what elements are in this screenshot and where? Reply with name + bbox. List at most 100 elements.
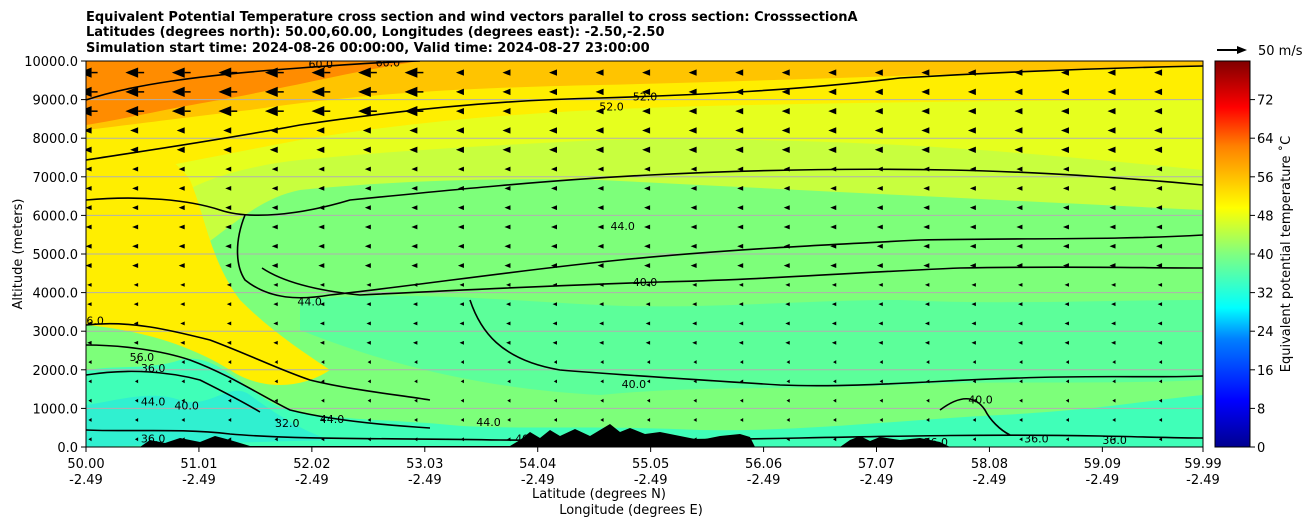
- wind-vector: [878, 340, 883, 345]
- wind-vector: [781, 88, 790, 96]
- wind-vector: [1016, 205, 1023, 211]
- wind-vector: [828, 146, 837, 153]
- wind-vector: [597, 166, 604, 172]
- wind-vector: [967, 88, 976, 96]
- wind-vector: [552, 340, 558, 345]
- wind-vector: [506, 302, 511, 307]
- x-tick-label-lat: 51.01: [180, 457, 217, 472]
- wind-vector: [274, 437, 278, 442]
- quiver-key-label: 50 m/s: [1258, 44, 1303, 59]
- wind-vector: [1156, 205, 1163, 211]
- wind-vector: [923, 205, 930, 211]
- wind-vector: [178, 263, 185, 268]
- wind-vector: [132, 185, 139, 191]
- wind-vector: [507, 379, 511, 384]
- wind-vector: [599, 282, 604, 287]
- wind-vector: [502, 127, 511, 134]
- wind-vector: [688, 146, 697, 153]
- wind-vector: [646, 360, 651, 364]
- wind-vector: [551, 166, 558, 172]
- wind-vector: [1019, 379, 1023, 384]
- wind-vector: [1018, 340, 1023, 345]
- wind-vector: [264, 86, 278, 97]
- wind-vector: [133, 302, 139, 307]
- wind-vector: [271, 224, 278, 230]
- contour-40-lower: [86, 344, 431, 429]
- wind-vector: [737, 224, 744, 230]
- wind-vector: [321, 360, 325, 364]
- contour-label: 44.0: [297, 295, 322, 308]
- colorbar-tick-label: 48: [1257, 209, 1274, 224]
- contour-label: 40.0: [174, 399, 199, 412]
- wind-vector: [506, 282, 511, 287]
- wind-vector: [181, 379, 185, 384]
- wind-vector: [318, 185, 325, 191]
- wind-vector: [1111, 321, 1116, 326]
- wind-vector: [271, 166, 278, 172]
- wind-vector: [459, 282, 464, 287]
- wind-vector: [125, 86, 139, 97]
- wind-vector: [645, 282, 651, 287]
- wind-vector: [1154, 107, 1163, 115]
- wind-vector: [1062, 166, 1069, 172]
- wind-vector: [321, 379, 325, 384]
- wind-vector: [504, 166, 511, 172]
- wind-vector: [134, 360, 139, 364]
- wind-vector: [455, 146, 464, 153]
- wind-vector: [738, 321, 744, 326]
- x-tick-label-lat: 59.09: [1084, 457, 1121, 472]
- wind-vector: [506, 340, 511, 345]
- wind-vector: [271, 205, 278, 211]
- wind-vector: [1062, 205, 1069, 211]
- wind-vector: [642, 107, 651, 115]
- wind-vector: [459, 321, 464, 326]
- wind-vector: [828, 88, 837, 96]
- wind-vector: [690, 166, 697, 172]
- wind-vector: [646, 398, 651, 403]
- wind-vector: [132, 263, 139, 268]
- svg-text:32.0: 32.0: [275, 417, 300, 430]
- wind-vector: [507, 418, 511, 422]
- field-band-32: [86, 390, 330, 447]
- svg-text:52.0: 52.0: [633, 91, 658, 104]
- wind-vector: [87, 302, 92, 307]
- field-band-left-warm: [86, 130, 330, 385]
- wind-vector: [600, 437, 604, 442]
- wind-vector: [644, 243, 651, 249]
- wind-vector: [86, 146, 92, 153]
- wind-vector: [88, 379, 92, 384]
- wind-vector: [597, 185, 604, 191]
- wind-vector: [874, 88, 883, 96]
- y-tick-label: 8000.0: [33, 132, 79, 147]
- contour-44-upper: [236, 214, 1203, 299]
- wind-vector: [1107, 107, 1116, 115]
- wind-vector: [828, 107, 837, 115]
- wind-vector: [739, 360, 744, 364]
- quiver-key: 50 m/s: [1217, 44, 1303, 59]
- wind-vector: [879, 437, 883, 442]
- wind-vector: [132, 166, 139, 172]
- chart-title-line-2: Latitudes (degrees north): 50.00,60.00, …: [86, 25, 665, 40]
- wind-vector: [644, 205, 651, 211]
- x-axis: 50.00-2.4951.01-2.4952.02-2.4953.03-2.49…: [67, 447, 1222, 488]
- contour-label: 44.0: [476, 416, 501, 429]
- wind-vector: [735, 69, 744, 76]
- wind-vector: [874, 69, 883, 76]
- wind-vector: [971, 340, 976, 345]
- wind-vector: [411, 185, 418, 191]
- wind-vector: [781, 69, 790, 76]
- wind-vector: [926, 437, 930, 442]
- wind-vector: [688, 88, 697, 96]
- svg-text:44.0: 44.0: [297, 295, 322, 308]
- wind-vector: [88, 360, 92, 364]
- wind-vector: [319, 340, 325, 345]
- x-tick-label-lon: -2.49: [860, 473, 894, 488]
- wind-vector: [1064, 282, 1069, 287]
- wind-vector: [1065, 398, 1069, 403]
- x-tick-label-lat: 54.04: [519, 457, 556, 472]
- wind-vector: [1107, 88, 1116, 96]
- wind-vector: [411, 205, 418, 211]
- wind-vector: [785, 302, 790, 307]
- colorbar-ticks: 0 8 16 24 32 40 48 56 64 72: [1250, 94, 1274, 456]
- wind-vector: [830, 243, 837, 249]
